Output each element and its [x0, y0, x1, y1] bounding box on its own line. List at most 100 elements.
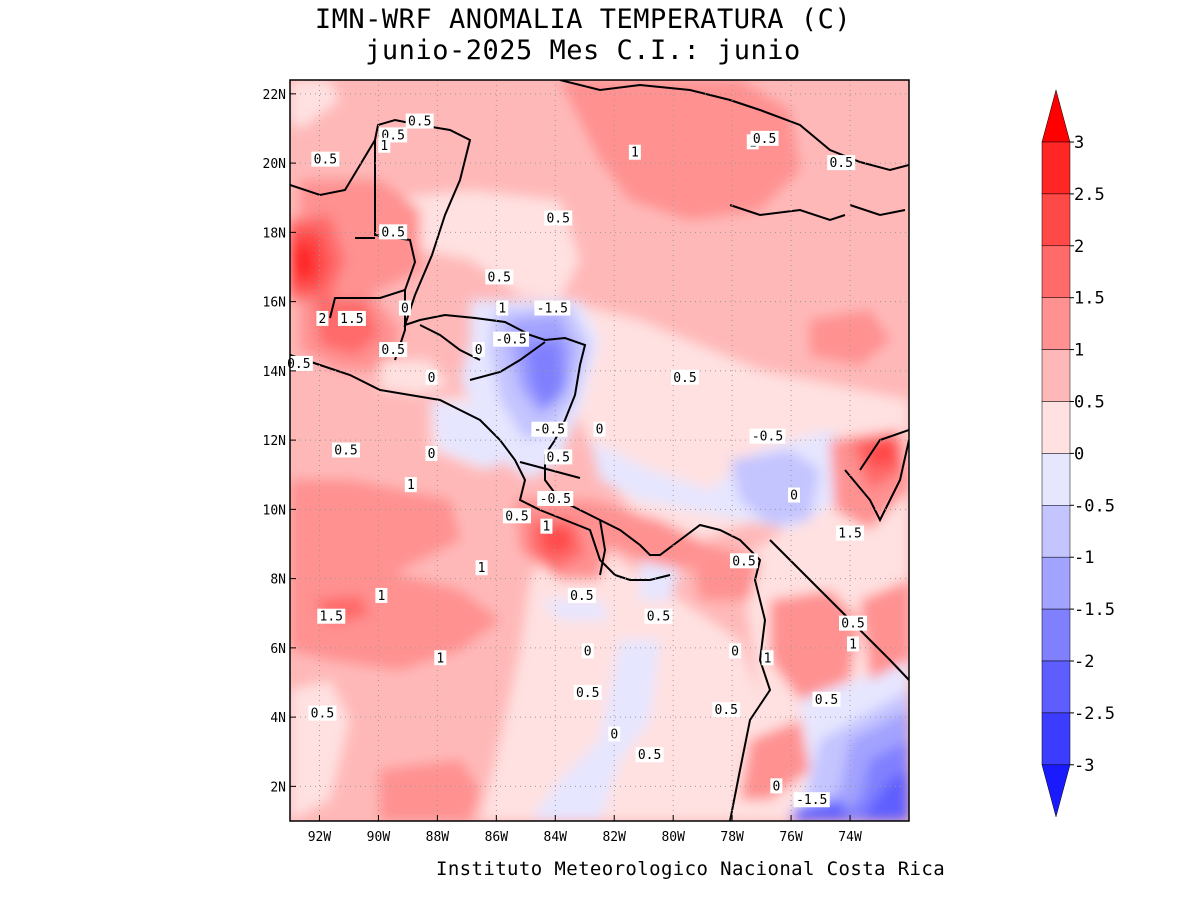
- anomaly-area-1-15: [590, 500, 700, 570]
- lat-tick-label: 14N: [263, 365, 286, 380]
- contour-label: 0: [790, 489, 798, 504]
- contour-label: 0: [596, 423, 604, 438]
- contour-label: 0.5: [753, 132, 776, 147]
- lon-tick-label: 92W: [308, 830, 332, 845]
- contour-label: 0.5: [715, 703, 738, 718]
- colorbar-top-arrow: [1041, 89, 1071, 143]
- contour-label: 1.5: [340, 312, 363, 327]
- contour-label: 1: [543, 520, 551, 535]
- anomaly-area-1-15: [290, 570, 500, 670]
- colorbar-segment: [1041, 712, 1071, 766]
- lat-tick-label: 4N: [270, 711, 286, 726]
- contour-label-bg: [544, 449, 573, 465]
- contour-label: -0.5: [540, 492, 571, 507]
- contour-label: -1.5: [796, 793, 827, 808]
- contour-label: 0: [610, 727, 618, 742]
- contour-label: 0.5: [314, 153, 337, 168]
- lon-tick-label: 76W: [779, 830, 803, 845]
- contour-label: 0: [731, 644, 739, 659]
- contour-label-bg: [496, 300, 509, 316]
- contour-label-bg: [317, 608, 346, 624]
- contour-label: 1.5: [320, 610, 343, 625]
- anomaly-area-1-15: [740, 720, 810, 800]
- contour-label: 0.5: [829, 156, 852, 171]
- contour-label-bg: [749, 428, 786, 444]
- anomaly-area-neg-0-05: [530, 640, 660, 821]
- contour-label: 0.5: [488, 270, 511, 285]
- contour-label-bg: [644, 608, 673, 624]
- contour-label-bg: [608, 726, 621, 742]
- colorbar-segment: [1041, 297, 1071, 350]
- contour-label-bg: [838, 615, 867, 631]
- contour-label: 0.5: [287, 357, 310, 372]
- contour-label-bg: [567, 587, 596, 603]
- contour-label: 0: [584, 644, 592, 659]
- contour-label: -0.5: [495, 333, 526, 348]
- contour-labels: 0.5 0.5 1 0.5 1 1 0.5 0.5 0.5 0.5 0.5 0 1 -1.5 2 1.5 -0.…: [284, 113, 867, 808]
- contour-label: 0.5: [576, 686, 599, 701]
- contour-label-bg: [434, 650, 447, 666]
- temperature-anomaly-field: [290, 80, 909, 821]
- contour-label-bg: [485, 269, 514, 285]
- lon-tick-label: 78W: [720, 830, 744, 845]
- contour-label: 1: [764, 651, 772, 666]
- contour-label: 0.5: [505, 509, 528, 524]
- lat-tick-label: 6N: [270, 642, 286, 657]
- contour-label: 1: [377, 589, 385, 604]
- contour-label-bg: [793, 792, 830, 808]
- contour-label: 0.5: [732, 554, 755, 569]
- anomaly-area-1-15: [380, 760, 480, 821]
- lon-tick-label: 88W: [426, 830, 450, 845]
- anomaly-area-0-05: [380, 190, 580, 300]
- colorbar-segment: [1041, 505, 1071, 558]
- contour-label-bg: [475, 560, 488, 576]
- lat-tick-label: 18N: [263, 226, 286, 241]
- contour-label-bg: [670, 369, 699, 385]
- contour-label: 0.5: [673, 371, 696, 386]
- lat-tick-label: 8N: [270, 573, 286, 588]
- lon-tick-label: 86W: [485, 830, 509, 845]
- contour-label-bg: [332, 442, 361, 458]
- contour-label: 0.5: [570, 589, 593, 604]
- colorbar-label: -2: [1074, 652, 1094, 672]
- contour-label-bg: [316, 310, 329, 326]
- colorbar-segment: [1041, 660, 1071, 714]
- contour-label-bg: [425, 445, 438, 461]
- lon-tick-label: 82W: [602, 830, 626, 845]
- lon-tick-label: 74W: [838, 830, 862, 845]
- contour-label-bg: [502, 508, 531, 524]
- anomaly-area-2-25: [540, 528, 572, 555]
- contour-label-bg: [404, 477, 417, 493]
- colorbar-label: -3: [1074, 756, 1094, 776]
- contour-label: 1.5: [838, 527, 861, 542]
- contour-label: 0.5: [546, 450, 569, 465]
- contour-label-bg: [573, 684, 602, 700]
- lon-tick-label: 84W: [544, 830, 568, 845]
- contour-label-bg: [493, 331, 530, 347]
- contour-label: 1: [849, 637, 857, 652]
- lat-tick-label: 2N: [270, 780, 286, 795]
- contour-label-bg: [375, 587, 388, 603]
- anomaly-area-neg-0-05: [640, 560, 680, 600]
- contour-label: 0.5: [381, 343, 404, 358]
- lat-tick-label: 12N: [263, 434, 286, 449]
- contour-label: 0: [475, 343, 483, 358]
- lon-tick-label: 80W: [661, 830, 685, 845]
- contour-label: 0: [428, 371, 436, 386]
- contour-label: 0: [772, 779, 780, 794]
- anomaly-area-0-05: [380, 360, 450, 395]
- contour-label-bg: [472, 342, 485, 358]
- anomaly-area-1-15: [810, 310, 890, 365]
- colorbar-segment: [1041, 349, 1071, 402]
- lon-tick-label: 90W: [367, 830, 391, 845]
- contour-label: 0: [401, 302, 409, 317]
- contour-label-bg: [425, 369, 438, 385]
- contour-label-bg: [770, 778, 783, 794]
- map-frame: [289, 79, 910, 822]
- footer-credit: Instituto Meteorologico Nacional Costa R…: [436, 858, 946, 880]
- colorbar-segment: [1041, 453, 1071, 506]
- anomaly-area-neg-0-05: [430, 400, 520, 470]
- lat-tick-label: 20N: [263, 157, 286, 172]
- anomaly-area-0-05: [290, 80, 340, 130]
- colorbar-bottom-arrow: [1041, 764, 1071, 818]
